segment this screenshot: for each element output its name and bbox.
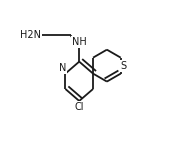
Text: NH: NH [72,37,87,47]
Text: H2N: H2N [20,30,41,40]
Text: N: N [59,63,66,73]
Text: Cl: Cl [74,102,84,112]
Text: S: S [121,61,127,71]
